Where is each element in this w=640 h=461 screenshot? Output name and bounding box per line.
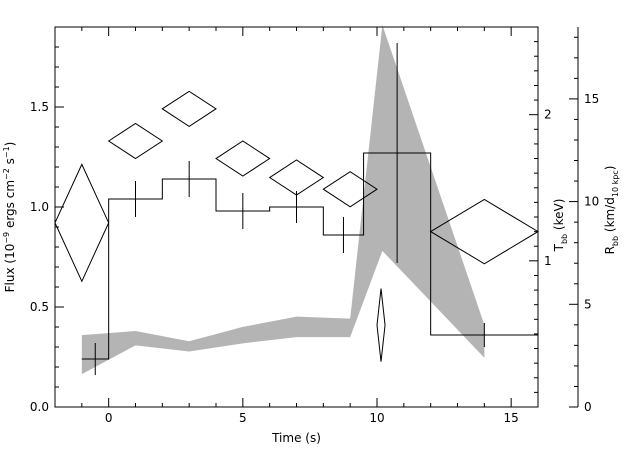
flux-axis-title-sup: −1	[2, 146, 11, 158]
flux-histogram-layer	[81, 43, 538, 375]
radius-axis-title-sub: bb	[611, 236, 620, 246]
flux-axis-title-part: ergs cm	[3, 180, 17, 232]
temperature-diamond	[107, 122, 164, 160]
flux-tick-label: 0.0	[30, 400, 49, 414]
temperature-diamond	[322, 171, 378, 208]
flux-tick-label: 1.0	[30, 200, 49, 214]
x-tick-label: 15	[504, 411, 519, 425]
flux-axis-title-sup: −9	[2, 232, 11, 244]
flux-axis-title-part: Flux (10	[3, 244, 17, 293]
temperature-diamond	[54, 163, 110, 283]
radius-axis-title-part: (km/d	[603, 197, 617, 236]
radius-tick-label: 0	[584, 400, 592, 414]
flux-axis-title: Flux (10−9 ergs cm−2 s−1)	[2, 142, 17, 293]
radius-axis-title: Rbb (km/d10 kpc)	[603, 166, 620, 255]
x-tick-label: 5	[239, 411, 247, 425]
flux-axis-title-part: )	[3, 142, 17, 147]
radius-tick-label: 15	[584, 92, 599, 106]
flux-axis-title-part: s	[3, 158, 17, 168]
radius-axis-title-part: )	[603, 166, 617, 171]
radius-tick-label: 5	[584, 297, 592, 311]
flux-axis-title-sup: −2	[2, 168, 11, 180]
axes-layer	[54, 26, 579, 408]
temperature-tick-label: 2	[544, 108, 552, 122]
temperature-axis-title: Tbb (keV)	[552, 199, 569, 253]
x-tick-label: 0	[105, 411, 113, 425]
temperature-axis-title-part: (keV)	[552, 199, 566, 234]
flux-tick-label: 1.5	[30, 100, 49, 114]
temperature-diamond	[268, 159, 325, 196]
radius-tick-label: 10	[584, 195, 599, 209]
x-tick-label: 10	[369, 411, 384, 425]
x-axis-title: Time (s)	[271, 431, 321, 445]
radius-band-layer	[81, 24, 485, 375]
temperature-diamond	[161, 90, 217, 127]
radius-axis-title-sub: 10 kpc	[611, 170, 620, 197]
axis-labels-layer: 0 5 10 15 0.0 0.5 1.0 1.5 1 2 0 5 10 15 Time (s) Flux (…	[2, 92, 620, 445]
temperature-axis-title-sub: bb	[560, 234, 569, 244]
radius-band	[81, 24, 485, 375]
radius-axis-title-part: R	[603, 246, 617, 254]
flux-tick-label: 0.5	[30, 300, 49, 314]
temperature-diamond	[376, 288, 386, 362]
temperature-tick-label: 1	[544, 254, 552, 268]
temperature-axis-title-part: T	[552, 243, 566, 252]
temperature-diamond	[215, 140, 271, 177]
